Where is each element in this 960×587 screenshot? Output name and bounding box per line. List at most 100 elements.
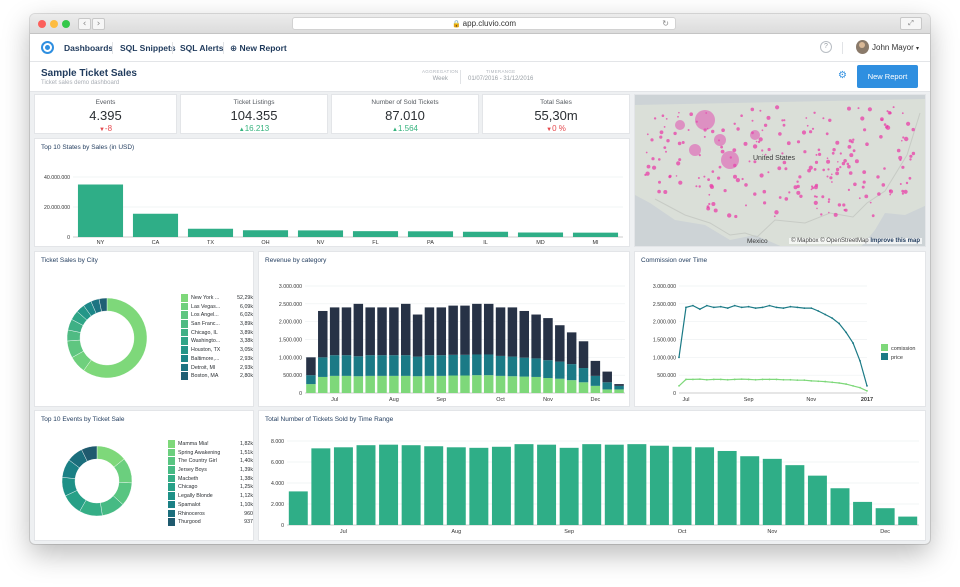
bar-segment-teal — [590, 375, 601, 386]
bar-segment-green — [424, 375, 435, 393]
card-tickets-by-time[interactable]: Total Number of Tickets Sold by Time Ran… — [258, 410, 926, 541]
y-tick-label: 4.000 — [271, 481, 284, 487]
bar-segment-teal — [401, 355, 411, 376]
bar-segment-green — [555, 378, 565, 393]
kpi-card-ticket-listings[interactable]: Ticket Listings 104.355 ▲16.213 — [180, 94, 328, 134]
legend-value: 1,12k — [240, 493, 253, 500]
legend-item[interactable]: Legally Blonde 1,12k — [168, 492, 253, 501]
kpi-card-total-sales[interactable]: Total Sales 55,30m ▼0 % — [482, 94, 630, 134]
back-button[interactable]: ‹ — [78, 18, 91, 30]
bar — [356, 445, 376, 525]
aggregation-selector[interactable]: AGGREGATION Week — [422, 69, 458, 82]
x-tick-label: Dec — [590, 397, 600, 403]
legend-item[interactable]: Las Vegas... 6,09k — [181, 302, 253, 312]
legend-swatch — [168, 474, 175, 483]
y-tick-label: 500.000 — [283, 373, 302, 379]
legend-item[interactable]: Chicago, IL 3,89k — [181, 328, 253, 338]
point-price — [845, 331, 848, 334]
card-top-events[interactable]: Top 10 Events by Ticket Sale Mamma Mia! 1… — [34, 410, 254, 541]
map-point — [774, 210, 779, 215]
legend-swatch — [168, 448, 175, 457]
map-point — [652, 165, 657, 170]
legend-item[interactable]: The Country Girl 1,40k — [168, 457, 253, 466]
card-sales-by-city[interactable]: Ticket Sales by City New York ... 52,29k L… — [34, 251, 254, 407]
legend-item[interactable]: New York ... 52,29k — [181, 294, 253, 303]
legend-item[interactable]: Detroit, MI 2,93k — [181, 363, 253, 373]
page-subtitle: Ticket sales demo dashboard — [41, 80, 120, 86]
legend-item[interactable]: Jersey Boys 1,39k — [168, 466, 253, 475]
map-attribution[interactable]: © Mapbox © OpenStreetMap Improve this ma… — [789, 238, 922, 244]
x-tick-label: OH — [261, 240, 269, 246]
bar-segment-teal — [377, 355, 387, 376]
legend-item[interactable]: Spring Awakening 1,51k — [168, 448, 253, 458]
url-text: app.cluvio.com — [462, 19, 517, 28]
legend-item[interactable]: Los Angel... 6,02k — [181, 311, 253, 320]
bar — [424, 446, 444, 525]
map-point — [818, 152, 822, 156]
avatar[interactable] — [856, 40, 869, 54]
map-point — [881, 183, 886, 187]
map-point — [741, 177, 744, 181]
map-point — [822, 117, 825, 120]
card-revenue-by-category[interactable]: Revenue by category 0 500.000 1.000.000 1.5… — [258, 251, 630, 407]
y-tick-label: 2.000.000 — [653, 320, 676, 326]
x-tick-label: Nov — [543, 397, 553, 403]
legend-item[interactable]: San Franc... 3,89k — [181, 320, 253, 329]
point-comission — [726, 378, 729, 381]
legend-item[interactable]: Spamalot 1,10k — [168, 500, 253, 510]
legend-item[interactable]: Mamma Mia! 1,82k — [168, 440, 253, 449]
legend-item[interactable]: Chicago 1,25k — [168, 483, 253, 492]
nav-sql-alerts[interactable]: SQL Alerts — [180, 43, 224, 53]
map-improve-link[interactable]: Improve this map — [870, 238, 920, 244]
legend-value: 2,93k — [240, 364, 253, 371]
legend-item[interactable]: Thurgood 937 — [168, 518, 253, 527]
legend-item[interactable]: Houston, TX 3,05k — [181, 346, 253, 355]
help-icon[interactable]: ? — [820, 41, 832, 53]
user-menu[interactable]: John Mayor ▾ — [872, 43, 919, 52]
forward-button[interactable]: › — [92, 18, 105, 30]
map-point — [703, 175, 706, 178]
legend-label: Boston, MA — [191, 373, 219, 380]
bar-segment-green — [507, 376, 518, 393]
gear-icon[interactable]: ⚙ — [838, 70, 847, 81]
nav-new-report[interactable]: ⊕ New Report — [230, 43, 287, 54]
legend-swatch — [168, 509, 175, 517]
legend-value: 6,02k — [240, 312, 253, 319]
legend-item[interactable]: Macbeth 1,38k — [168, 474, 253, 484]
nav-sql-snippets[interactable]: SQL Snippets — [120, 43, 176, 53]
legend-item[interactable]: Washingto... 3,38k — [181, 337, 253, 346]
legend-item[interactable]: Rhinoceros 960 — [168, 509, 253, 519]
map-point — [852, 138, 855, 141]
nav-dashboards[interactable]: Dashboards — [64, 43, 114, 53]
close-window-button[interactable] — [38, 20, 46, 28]
map-point — [796, 180, 799, 183]
legend-value: 52,29k — [237, 295, 253, 301]
legend-label: Legally Blonde — [178, 493, 213, 500]
chart-title: Top 10 States by Sales (in USD) — [41, 144, 135, 151]
cluvio-logo-icon[interactable] — [41, 41, 54, 54]
zoom-window-button[interactable] — [62, 20, 70, 28]
legend-item[interactable]: Baltimore,... 2,93k — [181, 354, 253, 364]
sales-map[interactable]: United States Mexico © Mapbox © OpenStre… — [634, 94, 926, 247]
bar-segment-green — [543, 378, 553, 393]
map-point — [837, 203, 842, 207]
new-report-button[interactable]: New Report — [857, 65, 918, 88]
legend-item[interactable]: Boston, MA 2,80k — [181, 372, 253, 381]
kpi-card-events[interactable]: Events 4.395 ▼-8 — [34, 94, 177, 134]
timerange-selector[interactable]: TIMERANGE 01/07/2016 - 31/12/2016 — [468, 69, 533, 82]
kpi-card-sold-tickets[interactable]: Number of Sold Tickets 87.010 ▲1.564 — [331, 94, 479, 134]
x-tick-label: Jul — [331, 397, 338, 403]
map-hotspot — [695, 110, 715, 130]
map-point — [677, 141, 682, 146]
reload-icon[interactable]: ↻ — [662, 19, 669, 28]
fullscreen-button[interactable]: ⤢ — [900, 17, 922, 30]
address-bar[interactable]: 🔒 app.cluvio.com ↻ — [292, 17, 676, 30]
bar — [514, 444, 534, 525]
map-point — [665, 118, 668, 120]
card-top-states[interactable]: Top 10 States by Sales (in USD) 0 20.000.… — [34, 138, 630, 247]
x-tick-label: Sep — [564, 529, 574, 535]
card-commission-over-time[interactable]: Commission over Time 0 500.000 1.000.000 1.… — [634, 251, 926, 407]
map-point — [805, 117, 808, 119]
minimize-window-button[interactable] — [50, 20, 58, 28]
map-point — [849, 153, 854, 158]
